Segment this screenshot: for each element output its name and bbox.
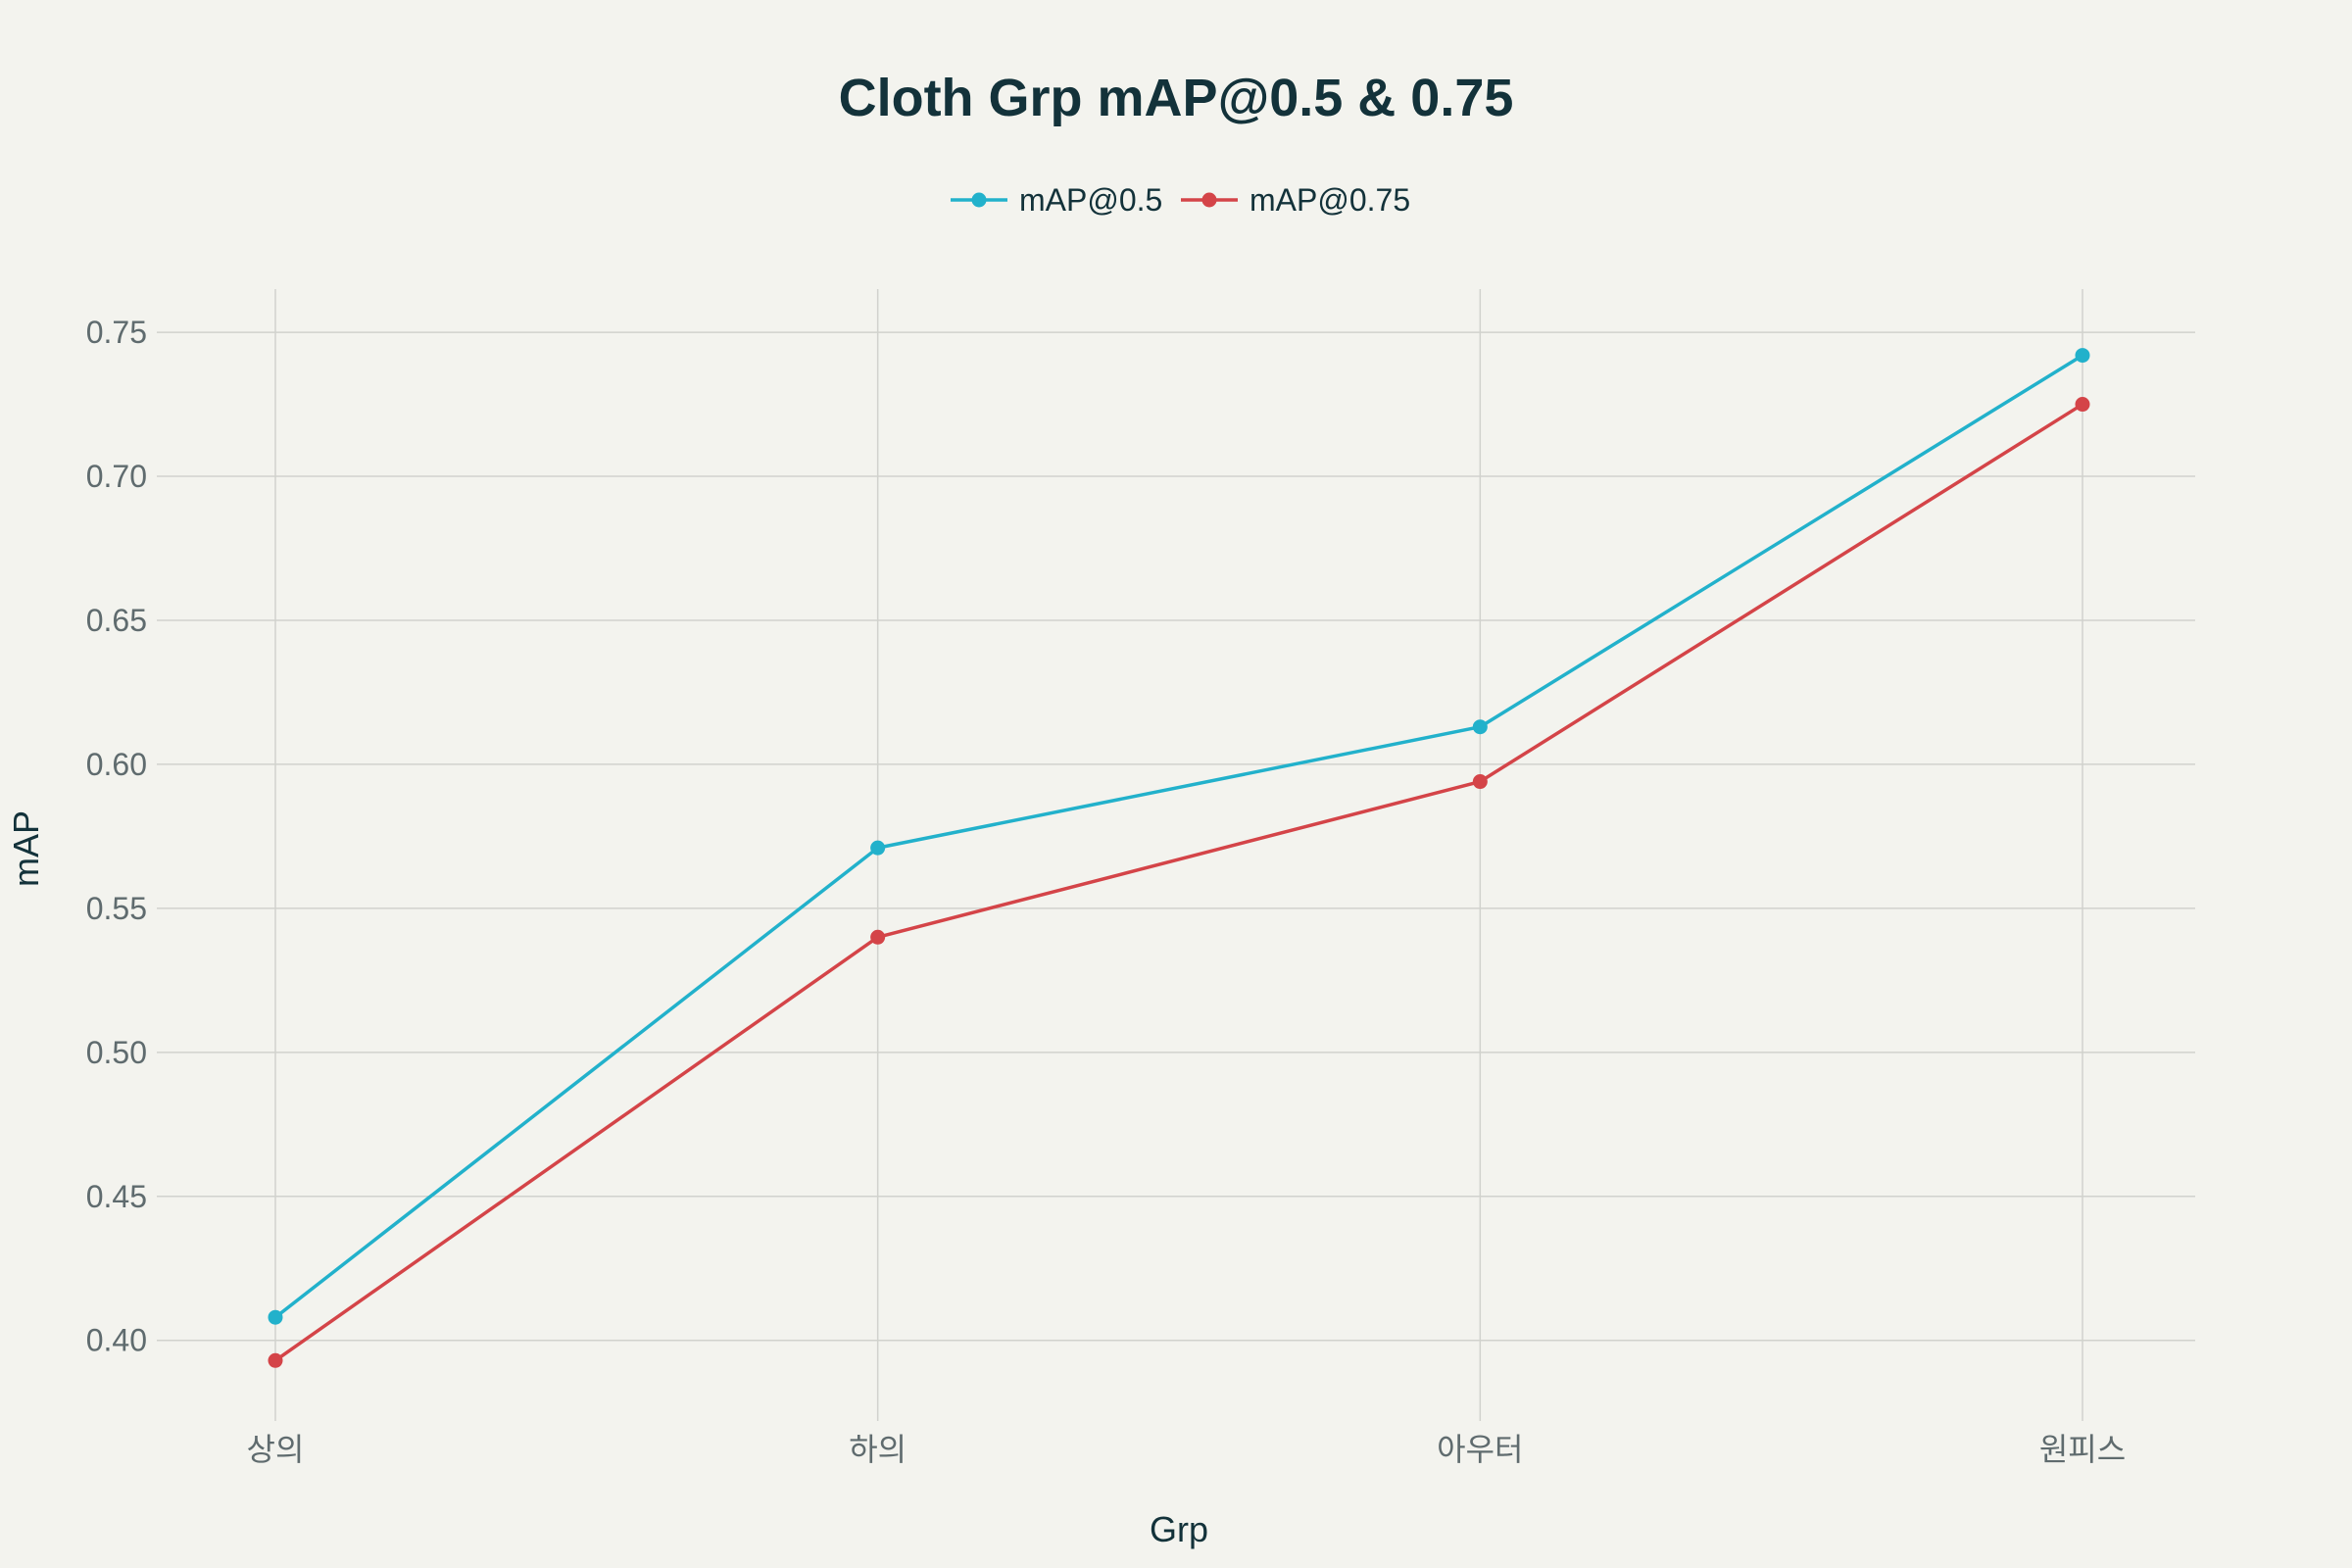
y-tick-label: 0.55 bbox=[86, 891, 147, 926]
data-point bbox=[870, 929, 886, 945]
data-point bbox=[268, 1309, 283, 1325]
y-tick-label: 0.45 bbox=[86, 1179, 147, 1214]
data-point bbox=[1472, 719, 1488, 735]
x-tick-label: 원피스 bbox=[2039, 1432, 2126, 1467]
legend: mAP@0.5 mAP@0.75 bbox=[951, 182, 1410, 218]
legend-swatch-marker bbox=[1201, 192, 1217, 208]
legend-label: mAP@0.75 bbox=[1250, 182, 1410, 218]
y-tick-label: 0.65 bbox=[86, 603, 147, 638]
y-axis-title: mAP bbox=[6, 810, 46, 887]
y-tick-label: 0.60 bbox=[86, 747, 147, 782]
y-axis-ticks: 0.40 0.45 0.50 0.55 0.60 0.65 0.70 0.75 bbox=[86, 315, 147, 1358]
x-tick-label: 아우터 bbox=[1437, 1432, 1523, 1467]
series-group bbox=[268, 348, 2090, 1368]
grid bbox=[157, 289, 2195, 1421]
x-axis-title: Grp bbox=[1150, 1509, 1208, 1549]
y-tick-label: 0.70 bbox=[86, 459, 147, 494]
data-point bbox=[268, 1352, 283, 1368]
legend-item: mAP@0.5 bbox=[951, 182, 1162, 218]
series-line bbox=[273, 354, 2083, 1319]
legend-item: mAP@0.75 bbox=[1181, 182, 1410, 218]
y-tick-label: 0.75 bbox=[86, 315, 147, 350]
data-point bbox=[2075, 348, 2090, 364]
data-point bbox=[2075, 397, 2090, 413]
series-line bbox=[273, 403, 2083, 1362]
legend-label: mAP@0.5 bbox=[1019, 182, 1162, 218]
y-tick-label: 0.50 bbox=[86, 1035, 147, 1070]
chart-title: Cloth Grp mAP@0.5 & 0.75 bbox=[839, 69, 1514, 127]
x-tick-label: 하의 bbox=[849, 1432, 906, 1467]
y-tick-label: 0.40 bbox=[86, 1323, 147, 1358]
x-tick-label: 상의 bbox=[247, 1432, 305, 1467]
data-point bbox=[870, 840, 886, 856]
legend-swatch-marker bbox=[971, 192, 987, 208]
data-point bbox=[1472, 774, 1488, 790]
series-2 bbox=[268, 397, 2090, 1368]
x-axis-ticks: 상의 하의 아우터 원피스 bbox=[247, 1432, 2127, 1467]
series-1 bbox=[268, 348, 2090, 1325]
